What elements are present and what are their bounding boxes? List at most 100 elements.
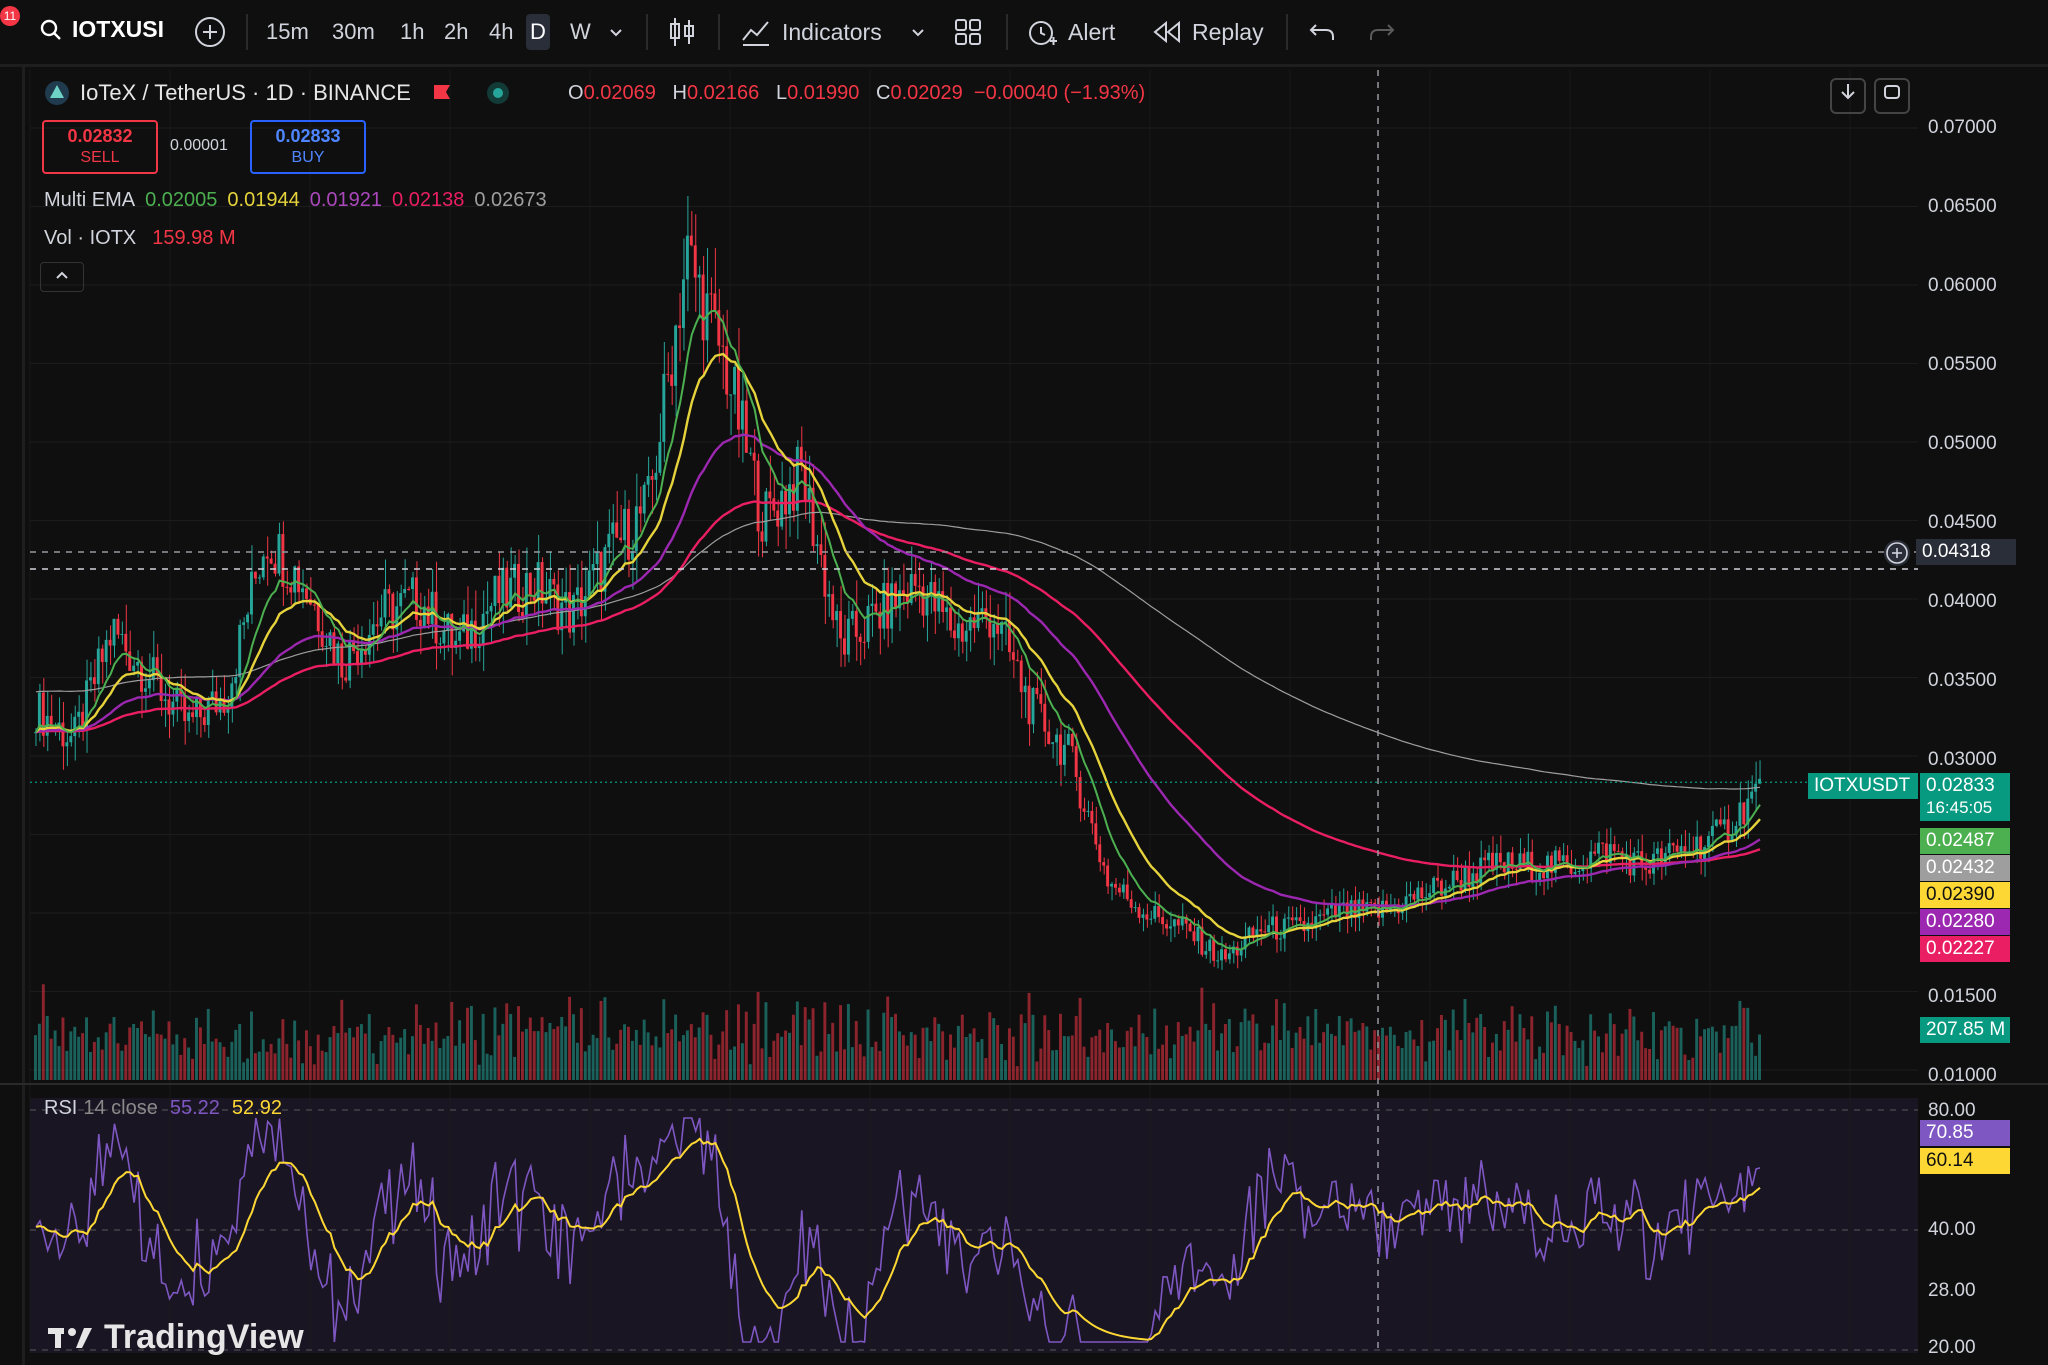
volume-legend[interactable]: Vol · IOTX 159.98 M (44, 227, 236, 250)
compare-button[interactable] (194, 0, 226, 64)
candle-body (1082, 808, 1086, 812)
candle-body (846, 618, 850, 655)
volume-bar (1019, 1014, 1023, 1080)
volume-bar (1090, 1037, 1094, 1080)
volume-bar (784, 1030, 788, 1080)
volume-bar (1129, 1027, 1133, 1080)
volume-bar (238, 1023, 242, 1080)
volume-bar (1742, 1007, 1746, 1080)
candle-body (1208, 939, 1212, 952)
candle-body (878, 611, 882, 629)
timeframe-2h[interactable]: 2h (444, 19, 469, 44)
redo-icon (1370, 24, 1395, 40)
volume-bar (697, 1027, 701, 1080)
volume-bar (1216, 1050, 1220, 1080)
volume-bar (473, 1040, 477, 1080)
volume-bar (634, 1029, 638, 1080)
ema-value-3: 0.01921 (309, 189, 383, 211)
volume-bar (414, 1004, 418, 1080)
sell-button[interactable]: 0.02832 SELL (42, 120, 158, 174)
alert-button[interactable]: Alert (1026, 0, 1115, 64)
volume-bar (198, 1027, 202, 1080)
undo-button[interactable] (1308, 0, 1336, 64)
replay-button[interactable]: Replay (1152, 0, 1264, 64)
volume-bar (929, 1041, 933, 1080)
indicators-icon (742, 21, 769, 46)
redo-button[interactable] (1368, 0, 1396, 64)
timeframe-dropdown[interactable] (606, 0, 626, 64)
volume-bar (568, 996, 572, 1080)
volume-bar (1000, 1044, 1004, 1080)
timeframe-15m[interactable]: 15m (266, 19, 309, 44)
volume-bar (41, 984, 45, 1080)
indicators-dropdown[interactable] (908, 0, 928, 64)
market-status-icon[interactable] (485, 80, 511, 106)
volume-bar (1161, 1044, 1165, 1080)
candle-body (520, 612, 524, 617)
volume-bar (485, 1053, 489, 1080)
symbol-search[interactable]: IOTXUSI (40, 16, 164, 43)
volume-bar (1754, 1055, 1758, 1080)
candle-body (242, 622, 246, 625)
volume-bar (528, 1017, 532, 1080)
grid-layout-icon (955, 19, 981, 45)
timeframe-30m[interactable]: 30m (332, 19, 375, 44)
rsi-legend[interactable]: RSI 14 close 55.22 52.92 (44, 1097, 282, 1120)
candle-body (827, 594, 831, 597)
volume-bar (1172, 1044, 1176, 1080)
volume-bar (1341, 1045, 1345, 1080)
volume-bar (709, 1034, 713, 1080)
candle-body (634, 506, 638, 551)
notification-badge[interactable]: 11 (0, 6, 20, 26)
volume-bar (1479, 1014, 1483, 1080)
candle-body (214, 691, 218, 713)
symbol-legend: IoTeX / TetherUS · 1D · BINANCE (44, 80, 511, 106)
rsi-value: 55.22 (169, 1097, 220, 1119)
timeframe-4h[interactable]: 4h (489, 19, 514, 44)
volume-bar (1318, 1042, 1322, 1080)
fullscreen-button[interactable] (1874, 78, 1910, 114)
candle-body (764, 491, 768, 542)
timeframe-1h[interactable]: 1h (400, 19, 425, 44)
timeframe-d[interactable]: D (526, 14, 550, 50)
collapse-legend-button[interactable] (40, 262, 84, 292)
ema-label: Multi EMA (44, 189, 136, 211)
download-button[interactable] (1830, 78, 1866, 114)
open-value: 0.02069 (583, 82, 656, 104)
candle-body (811, 487, 815, 547)
crosshair-price-tag: 0.04318 (1916, 539, 2016, 565)
volume-bar (705, 1014, 709, 1080)
volume-bar (1648, 1048, 1652, 1080)
volume-bar (320, 1050, 324, 1080)
chart-type-button[interactable] (668, 0, 696, 64)
tradingview-logo[interactable]: TradingView (46, 1318, 304, 1357)
layouts-button[interactable] (954, 0, 982, 64)
flag-icon[interactable] (431, 82, 453, 104)
candle-body (607, 533, 611, 548)
candle-body (1510, 852, 1514, 869)
chevron-up-icon (56, 271, 68, 279)
candle-body (1255, 929, 1259, 938)
volume-bar (242, 1062, 246, 1080)
volume-bar (791, 1014, 795, 1080)
ema-legend[interactable]: Multi EMA 0.02005 0.01944 0.01921 0.0213… (44, 189, 547, 212)
volume-bar (599, 1000, 603, 1080)
volume-bar (713, 1058, 717, 1080)
indicators-button[interactable]: Indicators (740, 0, 882, 64)
volume-bar (359, 1024, 363, 1080)
candle-body (324, 645, 328, 647)
buy-button[interactable]: 0.02833 BUY (250, 120, 366, 174)
ema-tag-3: 0.02280 (1920, 909, 2010, 935)
timeframe-w[interactable]: W (570, 19, 591, 44)
candle-body (583, 596, 587, 617)
left-drawing-toolbar[interactable] (0, 67, 25, 1365)
candle-body (1624, 855, 1628, 858)
candle-body (1506, 852, 1510, 873)
volume-bar (257, 1051, 261, 1080)
add-alert-button[interactable] (1884, 540, 1910, 566)
candle-body (301, 588, 304, 593)
volume-bar (1632, 1016, 1636, 1080)
ema-value-4: 0.02138 (392, 189, 465, 211)
volume-bar (996, 1025, 1000, 1080)
